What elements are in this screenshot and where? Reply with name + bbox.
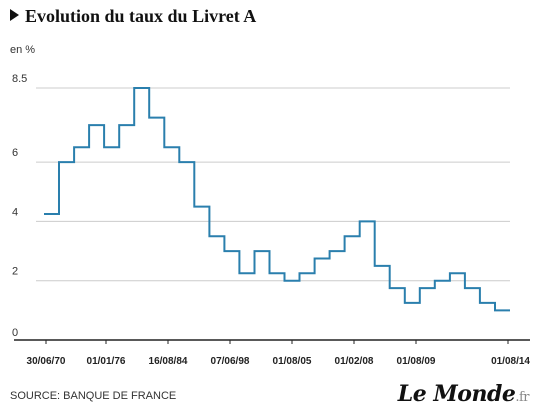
logo-tld: .fr <box>515 390 529 405</box>
chart-title-text: Evolution du taux du Livret A <box>25 6 257 26</box>
chart-title: Evolution du taux du Livret A <box>10 6 256 27</box>
y-tick-label: 4 <box>12 206 18 218</box>
le-monde-logo: Le Monde.fr <box>397 381 530 407</box>
series-line <box>44 87 510 312</box>
gridlines <box>36 87 510 282</box>
y-tick-label: 8.5 <box>12 73 27 85</box>
source-note: SOURCE: BANQUE DE FRANCE <box>10 390 177 402</box>
logo-text: Le Monde <box>397 381 516 407</box>
x-tick-label: 30/06/70 <box>27 356 66 367</box>
x-tick-label: 01/08/05 <box>273 356 312 367</box>
x-tick-label: 07/06/98 <box>211 356 250 367</box>
series-layer <box>44 87 510 312</box>
x-tick-label: 01/01/76 <box>87 356 126 367</box>
y-unit-label: en % <box>10 44 36 56</box>
x-tick-label: 01/08/14 <box>491 356 530 367</box>
x-tick-label: 01/02/08 <box>335 356 374 367</box>
play-arrow-icon <box>10 9 19 21</box>
y-tick-label: 2 <box>12 266 18 278</box>
y-tick-label: 6 <box>12 147 18 159</box>
x-tick-label: 01/08/09 <box>397 356 436 367</box>
y-tick-label: 0 <box>12 327 18 339</box>
x-tick-labels: 30/06/70 01/01/76 16/08/84 07/06/98 01/08/05… <box>27 340 530 367</box>
x-tick-label: 16/08/84 <box>149 356 188 367</box>
y-tick-labels: 0 2 4 6 8.5 <box>12 73 27 339</box>
